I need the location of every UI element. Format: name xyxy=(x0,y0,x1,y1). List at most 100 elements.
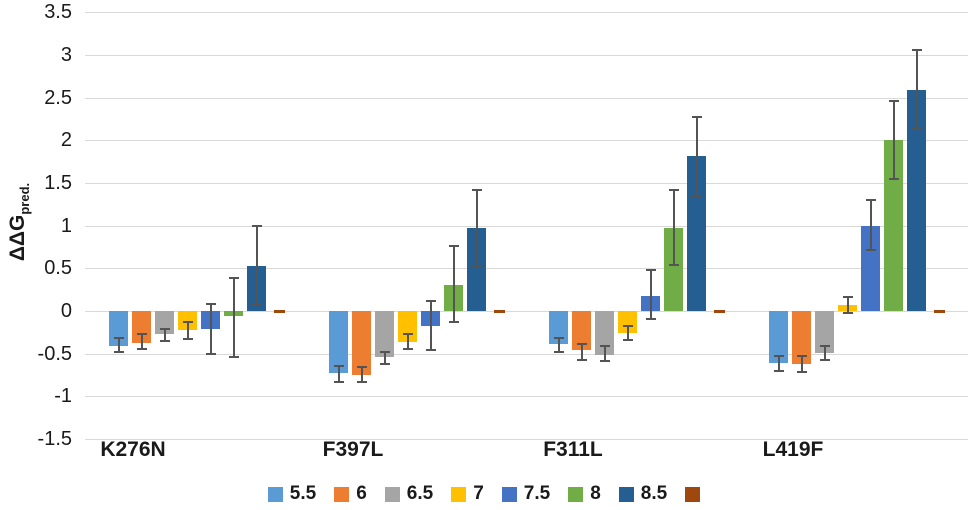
bar-dash-K276N xyxy=(274,309,285,313)
gridline xyxy=(85,268,968,269)
error-bar-cap-bottom xyxy=(356,380,367,383)
error-bar-line xyxy=(823,346,826,360)
bar-L419F-6.5 xyxy=(815,311,834,353)
y-tick-label: 1.5 xyxy=(44,172,72,194)
bar-F397L-8.5 xyxy=(467,228,486,311)
error-bar-cap-top xyxy=(691,116,702,119)
gridline xyxy=(85,55,968,56)
bar-F397L-5.5 xyxy=(329,311,348,374)
category-label-F311L: F311L xyxy=(543,438,603,461)
error-bar-cap-bottom xyxy=(228,356,239,359)
error-bar-cap-top xyxy=(796,355,807,358)
y-tick-label: 1 xyxy=(60,215,72,237)
error-bar-cap-bottom xyxy=(865,248,876,251)
error-bar-cap-bottom xyxy=(622,339,633,341)
legend-label: 5.5 xyxy=(289,483,317,504)
error-bar-cap-top xyxy=(205,303,216,306)
bar-F311L-6.5 xyxy=(595,311,614,355)
error-bar-line xyxy=(915,49,918,130)
bar-F311L-8 xyxy=(664,228,683,311)
error-bar-cap-top xyxy=(159,327,170,330)
error-bar-cap-top xyxy=(228,276,239,279)
error-bar-cap-bottom xyxy=(553,351,564,353)
error-bar-cap-top xyxy=(576,342,587,345)
error-bar-line xyxy=(695,117,698,196)
error-bar-cap-bottom xyxy=(576,358,587,361)
error-bar-cap-top xyxy=(356,366,367,369)
error-bar-line xyxy=(186,322,189,340)
legend-item-5.5: 5.5 xyxy=(267,483,317,504)
y-tick-label: -1.5 xyxy=(37,428,72,450)
bar-L419F-6 xyxy=(792,311,811,364)
error-bar-line xyxy=(117,338,120,352)
error-bar-line xyxy=(452,246,455,323)
error-bar-cap-bottom xyxy=(691,194,702,197)
error-bar-cap-bottom xyxy=(333,380,344,383)
error-bar-cap-bottom xyxy=(113,351,124,353)
error-bar-cap-bottom xyxy=(911,128,922,131)
gridline xyxy=(85,311,968,312)
error-bar-cap-top xyxy=(136,333,147,336)
error-bar-cap-bottom xyxy=(425,349,436,352)
gridline xyxy=(85,12,968,13)
legend-item-7.5: 7.5 xyxy=(501,483,551,504)
legend-swatch-icon xyxy=(334,486,350,502)
category-label-F397L: F397L xyxy=(322,438,384,461)
error-bar-cap-top xyxy=(425,299,436,302)
error-bar-cap-bottom xyxy=(251,304,262,306)
error-bar-line xyxy=(429,300,432,351)
error-bar-line xyxy=(892,100,895,179)
legend-swatch-icon xyxy=(384,486,400,502)
y-tick-label: 3 xyxy=(60,44,72,66)
bar-dash-L419F xyxy=(934,309,945,313)
error-bar-line xyxy=(360,367,363,382)
bar-F311L-8.5 xyxy=(687,155,706,311)
legend-label: 7 xyxy=(473,483,484,504)
legend-label: 7.5 xyxy=(523,483,551,504)
error-bar-line xyxy=(800,356,803,372)
bar-L419F-5.5 xyxy=(769,311,788,364)
error-bar-cap-top xyxy=(553,336,564,339)
bar-F397L-6.5 xyxy=(375,311,394,358)
legend-swatch-icon xyxy=(501,486,517,502)
error-bar-line xyxy=(626,325,629,340)
legend-item-6: 6 xyxy=(334,484,367,504)
gridline xyxy=(85,396,968,397)
error-bar-line xyxy=(337,365,340,382)
gridline xyxy=(85,140,968,141)
bar-L419F-8.5 xyxy=(907,89,926,311)
legend: 5.5 6 6.5 7 7.5 8 8.5 xyxy=(0,484,968,504)
error-bar-cap-top xyxy=(865,199,876,201)
legend-label: 8 xyxy=(590,483,601,504)
error-bar-cap-top xyxy=(842,296,853,299)
legend-label: 6 xyxy=(356,483,367,504)
legend-label: 8.5 xyxy=(640,483,668,504)
gridline xyxy=(85,226,968,227)
error-bar-cap-bottom xyxy=(599,360,610,363)
error-bar-line xyxy=(557,337,560,352)
error-bar-cap-bottom xyxy=(819,358,830,361)
y-tick-label: 3.5 xyxy=(44,1,72,23)
bar-dash-F397L xyxy=(494,309,505,313)
error-bar-cap-top xyxy=(819,345,830,347)
y-tick-label: 0.5 xyxy=(44,257,72,279)
error-bar-cap-top xyxy=(645,269,656,271)
bar-F311L-6 xyxy=(572,311,591,351)
error-bar-line xyxy=(603,346,606,362)
error-bar-cap-top xyxy=(182,321,193,324)
error-bar-cap-top xyxy=(599,345,610,347)
error-bar-line xyxy=(232,277,235,358)
gridline xyxy=(85,354,968,355)
category-label-K276N: K276N xyxy=(100,438,166,461)
error-bar-cap-top xyxy=(448,245,459,248)
error-bar-cap-bottom xyxy=(379,362,390,365)
error-bar-cap-bottom xyxy=(182,338,193,341)
legend-item-8.5: 8.5 xyxy=(618,483,668,504)
error-bar-cap-bottom xyxy=(136,347,147,350)
y-tick-label: 0 xyxy=(60,300,72,322)
error-bar-cap-top xyxy=(113,337,124,340)
gridline xyxy=(85,439,968,440)
error-bar-cap-bottom xyxy=(471,265,482,268)
error-bar-line xyxy=(140,334,143,349)
